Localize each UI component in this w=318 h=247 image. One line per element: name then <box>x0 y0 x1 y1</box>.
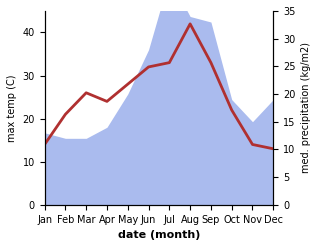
X-axis label: date (month): date (month) <box>118 230 200 240</box>
Y-axis label: med. precipitation (kg/m2): med. precipitation (kg/m2) <box>301 42 311 173</box>
Y-axis label: max temp (C): max temp (C) <box>7 74 17 142</box>
